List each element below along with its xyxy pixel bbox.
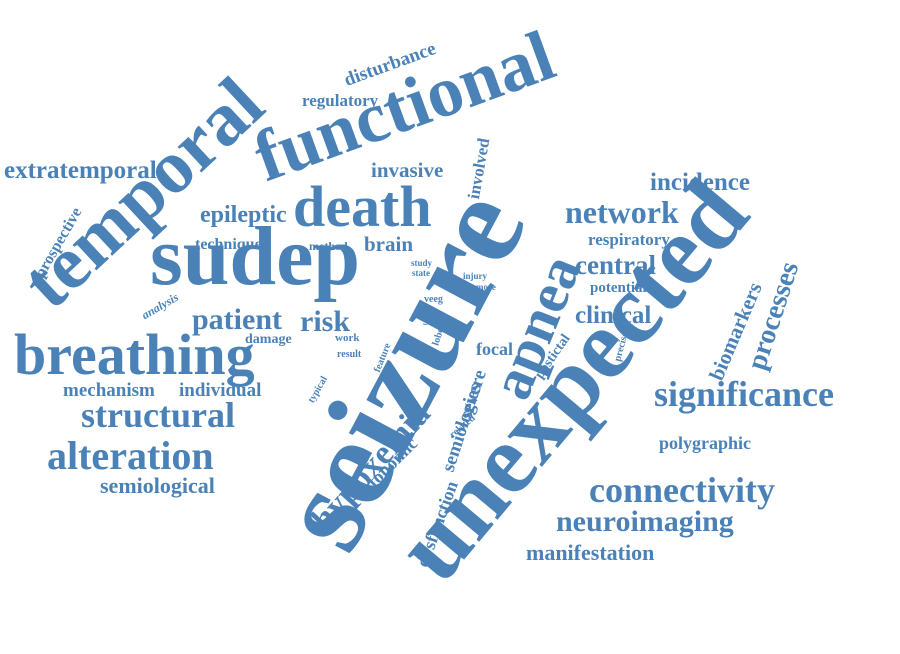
word-manifestation: manifestation — [526, 540, 655, 565]
word-alteration: alteration — [47, 433, 214, 478]
word-method: method — [309, 239, 348, 253]
word-invasive: invasive — [371, 158, 444, 182]
word-central: central — [575, 250, 656, 280]
word-brain: brain — [364, 232, 414, 256]
word-technique: technique — [195, 236, 262, 253]
word-regulatory: regulatory — [302, 91, 379, 110]
word-mechanism: mechanism — [63, 380, 155, 401]
word-extratemporal: extratemporal — [4, 157, 157, 184]
word-semiological: semiological — [100, 473, 215, 498]
word-network: network — [565, 194, 679, 230]
word-significance: significance — [654, 374, 834, 414]
word-individual: individual — [179, 380, 262, 401]
word-involved: involved — [464, 136, 494, 201]
word-clinical: clinical — [575, 302, 652, 329]
word-risk: risk — [300, 305, 351, 338]
word-breathing: breathing — [14, 322, 255, 387]
word-state: state — [412, 268, 430, 278]
word-veeg: veeg — [424, 294, 443, 305]
word-site: site — [423, 313, 445, 329]
word-focal: focal — [476, 339, 513, 359]
word-incidence: incidence — [650, 169, 750, 196]
word-polygraphic: polygraphic — [659, 433, 752, 453]
word-epileptic: epileptic — [200, 202, 287, 228]
word-more: more — [476, 282, 496, 292]
word-death: death — [293, 174, 432, 239]
word-connectivity: connectivity — [589, 470, 775, 510]
word-structural: structural — [81, 395, 235, 435]
word-potential: potential — [590, 280, 647, 296]
word-patient: patient — [192, 303, 282, 336]
word-result: result — [337, 349, 362, 360]
word-damage: damage — [245, 332, 292, 347]
word-sudep: sudep — [150, 210, 361, 303]
word-neuroimaging: neuroimaging — [556, 505, 734, 538]
word-study: study — [411, 258, 433, 268]
word-work: work — [335, 332, 360, 344]
word-injury: injury — [463, 271, 488, 281]
word-respiratory: respiratory — [588, 230, 670, 249]
